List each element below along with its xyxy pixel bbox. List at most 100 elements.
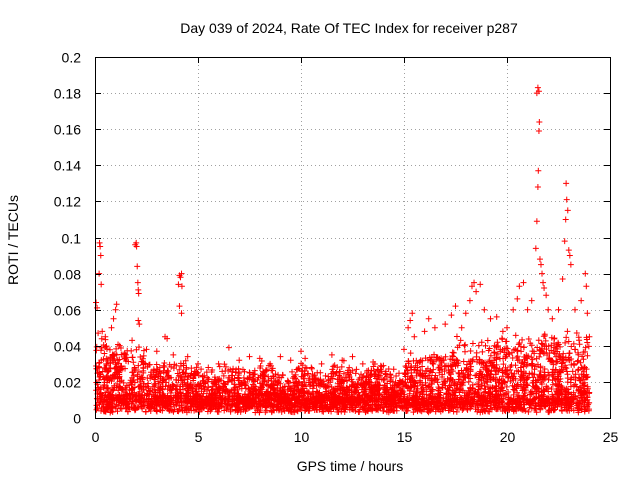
data-point <box>110 315 117 322</box>
data-point <box>349 353 356 360</box>
y-tick-label: 0.18 <box>54 86 81 102</box>
data-point <box>333 369 340 376</box>
x-tick-labels: 0 5 10 15 20 25 <box>92 429 619 445</box>
data-point <box>252 386 259 393</box>
data-point <box>408 369 415 376</box>
data-point <box>486 345 493 352</box>
data-point <box>375 372 382 379</box>
data-point <box>482 342 489 349</box>
data-point <box>411 333 418 340</box>
data-point <box>384 380 391 387</box>
data-point <box>340 370 347 377</box>
data-point <box>519 336 526 343</box>
x-tick-label: 10 <box>294 429 310 445</box>
data-point <box>568 343 575 350</box>
data-point <box>485 367 492 374</box>
data-point <box>131 405 138 412</box>
y-tick-label: 0.06 <box>54 303 81 319</box>
data-point <box>551 350 558 357</box>
data-point <box>174 407 181 414</box>
data-point <box>535 128 542 135</box>
data-point <box>174 370 181 377</box>
data-point <box>566 350 573 357</box>
data-point <box>96 239 103 246</box>
data-point <box>246 353 253 360</box>
data-point <box>487 352 494 359</box>
data-point <box>562 216 569 223</box>
data-point <box>150 367 157 374</box>
data-point <box>553 353 560 360</box>
data-point <box>113 345 120 352</box>
data-point <box>493 313 500 320</box>
data-point <box>103 385 110 392</box>
data-point <box>93 363 100 370</box>
data-point <box>528 354 535 361</box>
data-point <box>465 378 472 385</box>
data-point <box>352 370 359 377</box>
data-point <box>329 370 336 377</box>
data-point <box>516 283 523 290</box>
data-point <box>525 335 532 342</box>
data-point <box>571 306 578 313</box>
data-point <box>584 352 591 359</box>
data-point <box>112 306 119 313</box>
data-point <box>575 387 582 394</box>
data-point <box>582 344 589 351</box>
y-tick-label: 0.04 <box>54 339 81 355</box>
data-point <box>462 348 469 355</box>
data-point <box>473 288 480 295</box>
data-point <box>453 333 460 340</box>
data-point <box>140 352 147 359</box>
data-point <box>284 377 291 384</box>
data-point <box>450 349 457 356</box>
data-point <box>128 347 135 354</box>
data-point <box>502 370 509 377</box>
data-point <box>424 408 431 415</box>
data-point <box>510 386 517 393</box>
data-point <box>298 348 304 355</box>
data-point <box>582 270 589 277</box>
data-point <box>573 329 580 336</box>
data-point <box>561 238 568 245</box>
data-point <box>575 366 582 373</box>
data-point <box>493 343 500 350</box>
data-point <box>164 373 171 380</box>
data-point <box>543 292 550 299</box>
data-point <box>220 372 227 379</box>
data-point <box>578 297 585 304</box>
data-point <box>542 337 549 344</box>
data-point <box>94 304 101 311</box>
y-tick-labels: 0 0.02 0.04 0.06 0.08 0.1 0.12 0.14 0.16 0.18 0.2 <box>54 50 81 427</box>
data-point <box>484 337 491 344</box>
data-point <box>541 285 548 292</box>
data-point <box>584 310 591 317</box>
data-point <box>494 339 501 346</box>
data-point <box>96 270 103 277</box>
data-point <box>328 351 335 358</box>
data-point <box>514 295 521 302</box>
data-point <box>492 371 499 378</box>
data-point <box>428 387 435 394</box>
data-point <box>576 341 583 348</box>
data-point <box>101 350 108 357</box>
data-point <box>277 353 284 360</box>
data-point <box>475 342 482 349</box>
data-point <box>551 407 558 414</box>
data-point <box>263 366 270 373</box>
data-point <box>452 303 459 310</box>
y-tick-label: 0.14 <box>54 158 81 174</box>
data-point <box>98 281 105 288</box>
data-point <box>453 408 460 415</box>
data-point <box>302 355 309 362</box>
data-point <box>113 301 120 308</box>
data-point <box>102 389 109 396</box>
data-point <box>554 358 561 365</box>
data-point <box>563 334 570 341</box>
data-point <box>466 371 473 378</box>
data-point <box>564 207 571 214</box>
data-point <box>108 324 115 331</box>
data-point <box>510 306 517 313</box>
data-point <box>539 270 546 277</box>
data-point <box>215 360 222 367</box>
data-point <box>549 315 556 322</box>
